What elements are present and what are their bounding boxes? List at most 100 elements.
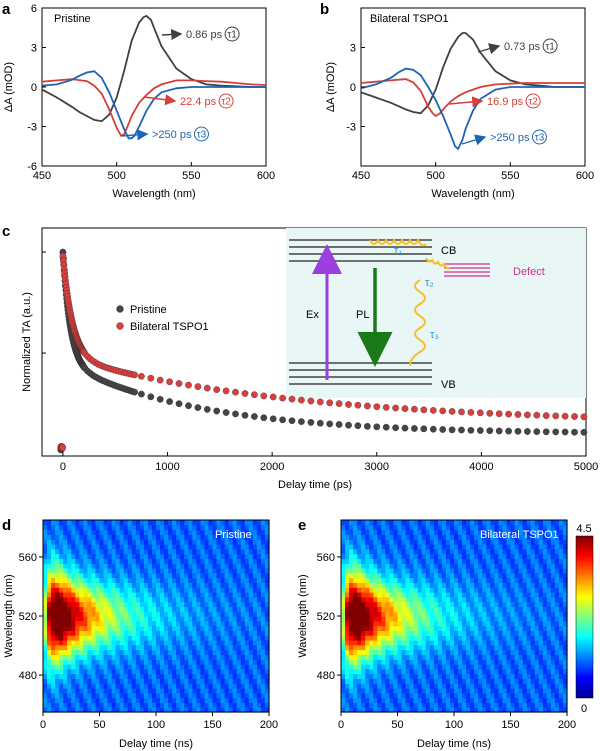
heatmap-cell <box>43 621 48 626</box>
heatmap-cell <box>87 578 92 583</box>
heatmap-cell <box>164 539 169 544</box>
annotation-arrow <box>162 34 181 35</box>
heatmap-cell <box>124 602 129 607</box>
heatmap-cell <box>535 664 540 669</box>
heatmap-cell <box>168 659 173 664</box>
heatmap-cell <box>261 525 266 530</box>
heatmap-cell <box>120 554 125 559</box>
heatmap-cell <box>511 587 516 592</box>
heatmap-cell <box>43 602 48 607</box>
heatmap-cell <box>426 573 431 578</box>
heatmap-cell <box>381 650 386 655</box>
heatmap-cell <box>426 582 431 587</box>
heatmap-cell <box>51 592 56 597</box>
heatmap-cell <box>345 587 350 592</box>
data-point <box>204 406 210 412</box>
heatmap-cell <box>377 678 382 683</box>
heatmap-cell <box>200 563 205 568</box>
heatmap-cell <box>180 702 185 707</box>
heatmap-cell <box>100 534 105 539</box>
heatmap-cell <box>341 534 346 539</box>
heatmap-cell <box>176 602 181 607</box>
heatmap-cell <box>200 525 205 530</box>
heatmap-cell <box>385 616 390 621</box>
heatmap-cell <box>506 602 511 607</box>
heatmap-cell <box>233 582 238 587</box>
heatmap-cell <box>225 558 230 563</box>
heatmap-cell <box>55 688 60 693</box>
heatmap-cell <box>523 549 528 554</box>
heatmap-cell <box>59 635 64 640</box>
heatmap-cell <box>474 659 479 664</box>
heatmap-cell <box>144 626 149 631</box>
heatmap-cell <box>519 582 524 587</box>
heatmap-cell <box>519 650 524 655</box>
heatmap-cell <box>241 669 246 674</box>
heatmap-cell <box>502 650 507 655</box>
heatmap-cell <box>438 602 443 607</box>
heatmap-cell <box>438 549 443 554</box>
heatmap-cell <box>148 669 153 674</box>
heatmap-cell <box>188 659 193 664</box>
heatmap-cell <box>434 544 439 549</box>
heatmap-cell <box>430 674 435 679</box>
heatmap-cell <box>261 626 266 631</box>
heatmap-cell <box>381 534 386 539</box>
heatmap-cell <box>63 650 68 655</box>
heatmap-cell <box>341 626 346 631</box>
heatmap-cell <box>213 635 218 640</box>
heatmap-cell <box>152 616 157 621</box>
heatmap-cell <box>373 678 378 683</box>
heatmap-cell <box>502 592 507 597</box>
heatmap-cell <box>385 554 390 559</box>
heatmap-cell <box>506 549 511 554</box>
heatmap-cell <box>87 573 92 578</box>
heatmap-cell <box>196 554 201 559</box>
heatmap-cell <box>55 669 60 674</box>
heatmap-cell <box>136 544 141 549</box>
heatmap-cell <box>523 645 528 650</box>
heatmap-cell <box>180 539 185 544</box>
heatmap-cell <box>164 664 169 669</box>
heatmap-cell <box>519 621 524 626</box>
heatmap-cell <box>365 568 370 573</box>
heatmap-cell <box>418 563 423 568</box>
heatmap-cell <box>353 659 358 664</box>
heatmap-cell <box>217 582 222 587</box>
heatmap-cell <box>108 626 113 631</box>
heatmap-cell <box>470 606 475 611</box>
heatmap-cell <box>136 602 141 607</box>
heatmap-cell <box>75 659 80 664</box>
heatmap-cell <box>398 674 403 679</box>
y-tick-label: 560 <box>317 552 335 564</box>
heatmap-cell <box>43 659 48 664</box>
heatmap-cell <box>515 587 520 592</box>
heatmap-cell <box>188 702 193 707</box>
heatmap-cell <box>353 544 358 549</box>
heatmap-cell <box>535 520 540 525</box>
heatmap-cell <box>71 654 76 659</box>
heatmap-cell <box>511 554 516 559</box>
heatmap-cell <box>547 630 552 635</box>
heatmap-cell <box>454 688 459 693</box>
heatmap-cell <box>156 539 161 544</box>
heatmap-cell <box>200 554 205 559</box>
heatmap-cell <box>91 582 96 587</box>
x-tick-label: 200 <box>260 719 278 731</box>
data-point <box>327 421 333 427</box>
heatmap-cell <box>422 674 427 679</box>
heatmap-cell <box>104 530 109 535</box>
heatmap-cell <box>365 688 370 693</box>
heatmap-cell <box>393 702 398 707</box>
heatmap-cell <box>365 549 370 554</box>
heatmap-cell <box>100 678 105 683</box>
heatmap-cell <box>434 626 439 631</box>
heatmap-cell <box>100 621 105 626</box>
heatmap-cell <box>43 520 48 525</box>
heatmap-cell <box>87 683 92 688</box>
heatmap-cell <box>498 698 503 703</box>
heatmap-cell <box>555 549 560 554</box>
heatmap-cell <box>140 616 145 621</box>
heatmap-cell <box>418 664 423 669</box>
tau3-label: τ₃ <box>430 329 439 341</box>
